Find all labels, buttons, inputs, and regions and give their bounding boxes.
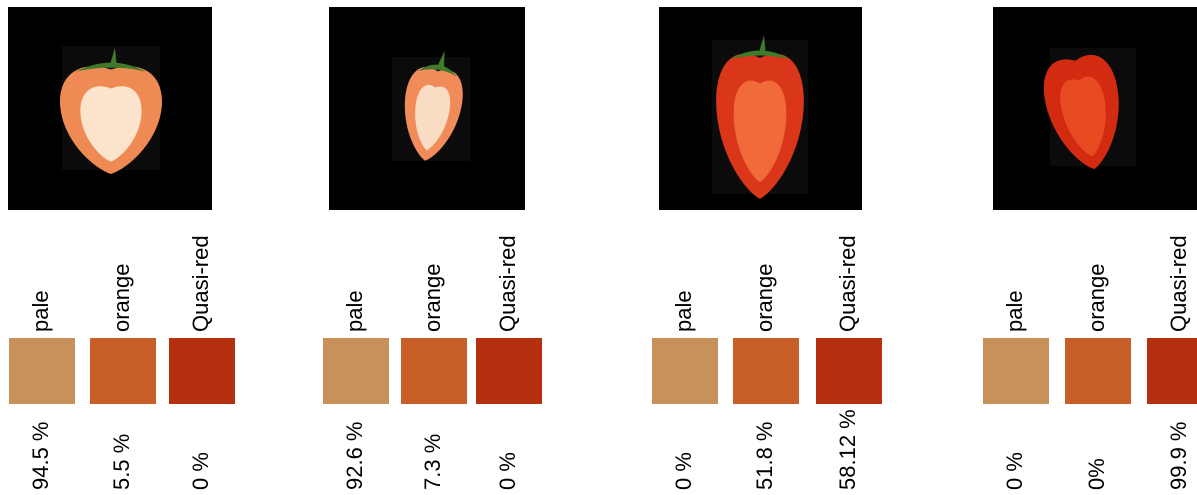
swatch-percent: 0 %	[671, 452, 696, 490]
figure: pale 94.5 % orange 5.5 % Quasi-red 0 % pale 92.…	[0, 0, 1197, 495]
swatch-label: Quasi-red	[835, 235, 860, 332]
color-swatch	[1147, 338, 1197, 404]
color-swatch	[983, 338, 1049, 404]
swatch-percent: 0%	[1084, 458, 1109, 490]
color-swatch	[816, 338, 882, 404]
swatch-label: Quasi-red	[495, 235, 520, 332]
swatch-label: pale	[342, 290, 367, 332]
swatch-label: pale	[1002, 290, 1027, 332]
color-swatch	[733, 338, 799, 404]
swatch-label: pale	[28, 290, 53, 332]
swatch-percent: 5.5 %	[109, 434, 134, 490]
swatch-label: orange	[752, 263, 777, 332]
swatch-label: pale	[671, 290, 696, 332]
swatch-percent: 51.8 %	[752, 422, 777, 491]
swatch-label: Quasi-red	[1166, 235, 1191, 332]
color-swatch	[9, 338, 75, 404]
swatch-label: orange	[109, 263, 134, 332]
swatch-label: Quasi-red	[188, 235, 213, 332]
swatch-percent: 99.9 %	[1166, 422, 1191, 491]
swatch-percent: 92.6 %	[342, 422, 367, 491]
swatch-percent: 94.5 %	[28, 422, 53, 491]
color-swatch	[652, 338, 718, 404]
color-swatch	[1065, 338, 1131, 404]
swatch-label: orange	[420, 263, 445, 332]
color-swatch	[169, 338, 235, 404]
color-swatch	[476, 338, 542, 404]
color-swatch	[323, 338, 389, 404]
swatch-percent: 7.3 %	[420, 434, 445, 490]
color-swatch	[401, 338, 467, 404]
swatch-percent: 58.12 %	[835, 409, 860, 490]
color-swatch	[90, 338, 156, 404]
swatch-percent: 0 %	[495, 452, 520, 490]
swatch-label: orange	[1084, 263, 1109, 332]
swatch-percent: 0 %	[1002, 452, 1027, 490]
swatch-percent: 0 %	[188, 452, 213, 490]
